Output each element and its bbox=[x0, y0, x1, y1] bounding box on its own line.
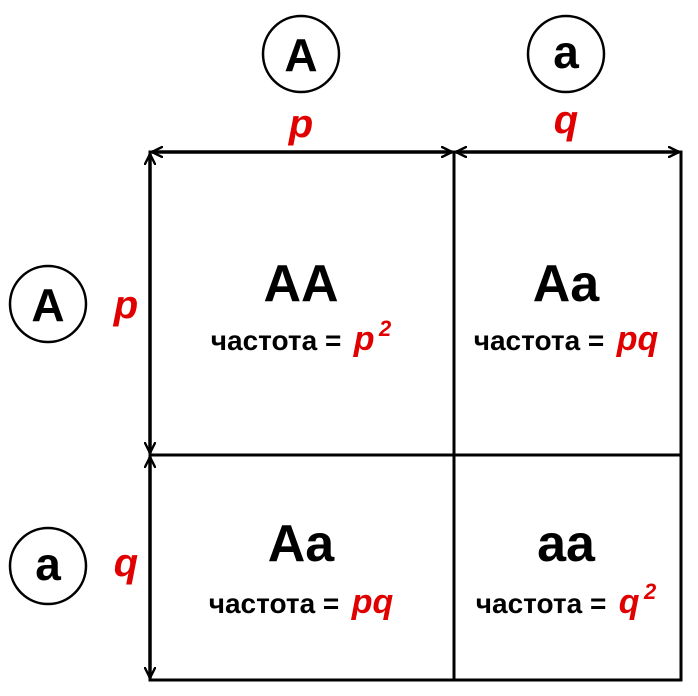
frequency-text: частота = bbox=[209, 588, 340, 619]
genotype-label: AA bbox=[263, 255, 338, 313]
frequency-line: частота = q 2 bbox=[476, 579, 657, 621]
frequency-line: частота = pq bbox=[209, 583, 394, 621]
frequency-line: частота = p 2 bbox=[211, 316, 392, 358]
genotype-label: Aa bbox=[533, 255, 601, 313]
allele-label: a bbox=[35, 538, 61, 590]
left-allele-header-1: A p bbox=[8, 264, 138, 344]
allele-label: A bbox=[31, 279, 64, 331]
left-allele-header-2: a q bbox=[8, 526, 138, 606]
frequency-value: q bbox=[619, 583, 640, 621]
allele-circle bbox=[261, 14, 341, 94]
genotype-label: Aa bbox=[268, 515, 336, 573]
frequency-text: частота = bbox=[476, 588, 607, 619]
allele-circle bbox=[526, 14, 606, 94]
frequency-text: частота = bbox=[474, 325, 605, 356]
frequency-line: частота = pq bbox=[474, 320, 659, 358]
allele-frequency: q bbox=[114, 541, 138, 585]
allele-frequency: q bbox=[554, 98, 578, 142]
allele-circle bbox=[8, 264, 88, 344]
allele-label: a bbox=[553, 26, 579, 78]
top-allele-header-2: a q bbox=[526, 14, 606, 142]
frequency-text: частота = bbox=[211, 325, 342, 356]
allele-circle bbox=[8, 526, 88, 606]
cell-Aa-bottom: Aa частота = pq bbox=[209, 515, 394, 621]
genotype-label: aa bbox=[537, 515, 596, 573]
cell-Aa-top: Aa частота = pq bbox=[474, 255, 659, 358]
cell-AA: AA частота = p 2 bbox=[211, 255, 392, 358]
top-allele-header-1: A p bbox=[261, 14, 341, 146]
frequency-value: pq bbox=[351, 583, 394, 621]
frequency-value: pq bbox=[616, 320, 659, 358]
allele-frequency: p bbox=[113, 283, 138, 327]
cell-aa: aa частота = q 2 bbox=[476, 515, 657, 621]
frequency-exponent: 2 bbox=[643, 579, 657, 604]
frequency-exponent: 2 bbox=[378, 316, 392, 341]
allele-label: A bbox=[284, 29, 317, 81]
frequency-value: p bbox=[353, 320, 375, 358]
allele-frequency: p bbox=[288, 102, 313, 146]
